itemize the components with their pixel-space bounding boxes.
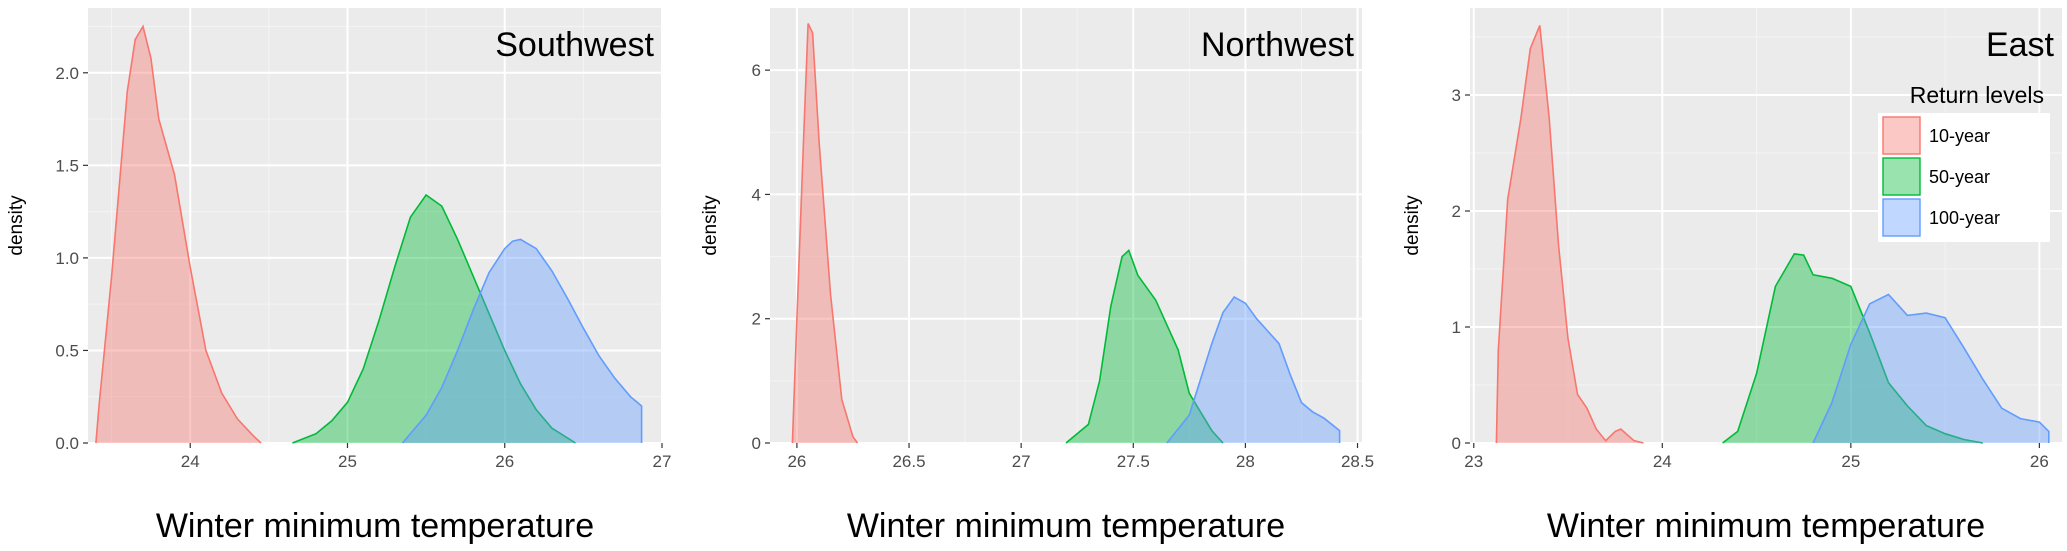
- x-tick-label: 26: [2030, 452, 2049, 471]
- y-tick-label: 0: [1452, 434, 1461, 453]
- legend-label: 100-year: [1929, 208, 2000, 228]
- density-outline-100-year: [1166, 295, 1341, 444]
- x-tick-label: 26: [787, 452, 806, 471]
- legend-label: 50-year: [1929, 167, 1990, 187]
- y-tick-label: 2.0: [55, 64, 79, 83]
- panel-northwest: 26 26.5 27 27.5 28 28.5 0 2 4 6 density Winter mini…: [700, 8, 1374, 545]
- axis-ticks: 26 26.5 27 27.5 28 28.5 0 2 4 6: [752, 61, 1375, 471]
- y-tick-label: 2: [1452, 202, 1461, 221]
- density-outline-100-year: [1812, 293, 2050, 444]
- gridlines: [88, 8, 663, 444]
- y-tick-label: 4: [752, 185, 761, 204]
- density-areas: [791, 23, 1341, 444]
- density-outline-10-year: [95, 24, 262, 444]
- y-tick-label: 0.5: [55, 341, 79, 360]
- density-area-10-year: [792, 23, 858, 443]
- x-axis-label: Winter minimum temperature: [847, 507, 1285, 545]
- density-areas: [1495, 25, 2050, 444]
- density-outline-10-year: [1495, 25, 1644, 444]
- density-area-100-year: [402, 239, 642, 443]
- x-tick-label: 26.5: [892, 452, 925, 471]
- y-tick-label: 0.0: [55, 434, 79, 453]
- panel-title: Southwest: [495, 26, 654, 64]
- panel-title: East: [1986, 26, 2055, 64]
- x-tick-label: 25: [338, 452, 357, 471]
- legend-key-50-year: [1882, 157, 1921, 196]
- legend-key-10-year: [1882, 116, 1921, 155]
- y-tick-label: 2: [752, 310, 761, 329]
- density-area-50-year: [1066, 250, 1223, 443]
- density-area-50-year: [292, 195, 576, 443]
- y-axis-label: density: [6, 195, 27, 256]
- density-outline-50-year: [1722, 253, 1983, 444]
- legend-label: 10-year: [1929, 126, 1990, 146]
- y-tick-label: 3: [1452, 86, 1461, 105]
- legend-title: Return levels: [1910, 82, 2044, 108]
- x-tick-label: 25: [1841, 452, 1860, 471]
- x-tick-label: 27.5: [1117, 452, 1150, 471]
- y-tick-label: 1.5: [55, 156, 79, 175]
- density-outline-10-year: [791, 23, 859, 444]
- density-area-100-year: [1813, 294, 2049, 443]
- density-area-10-year: [95, 26, 262, 443]
- panel-title: Northwest: [1201, 26, 1355, 64]
- y-tick-label: 0: [752, 434, 761, 453]
- legend-key-100-year: [1882, 198, 1921, 237]
- x-tick-label: 23: [1464, 452, 1483, 471]
- density-area-10-year: [1496, 25, 1644, 444]
- y-tick-label: 6: [752, 61, 761, 80]
- x-tick-label: 24: [181, 452, 200, 471]
- x-tick-label: 27: [1012, 452, 1031, 471]
- x-tick-label: 28.5: [1341, 452, 1374, 471]
- legend-box: [1878, 113, 2050, 242]
- panel-southwest: 24 25 26 27 0.0 0.5 1.0 1.5 2.0 density Winter min…: [6, 8, 671, 545]
- y-tick-label: 1.0: [55, 249, 79, 268]
- density-outline-50-year: [1065, 248, 1224, 444]
- legend: Return levels 10-year 50-year 100-year: [1878, 82, 2050, 242]
- density-area-100-year: [1166, 297, 1340, 443]
- x-axis-label: Winter minimum temperature: [1547, 507, 1985, 545]
- x-axis-label: Winter minimum temperature: [156, 507, 594, 545]
- x-tick-label: 24: [1653, 452, 1672, 471]
- x-tick-label: 26: [495, 452, 514, 471]
- density-outline-50-year: [292, 193, 576, 444]
- gridlines: [1470, 8, 2062, 444]
- density-area-50-year: [1722, 253, 1983, 443]
- y-axis-label: density: [700, 195, 721, 256]
- plot-background: [770, 8, 1362, 443]
- density-outline-100-year: [401, 238, 643, 444]
- density-areas: [95, 24, 643, 444]
- y-tick-label: 1: [1452, 318, 1461, 337]
- x-tick-label: 27: [653, 452, 672, 471]
- gridlines: [770, 8, 1362, 444]
- axis-ticks: 24 25 26 27 0.0 0.5 1.0 1.5 2.0: [55, 64, 671, 471]
- x-tick-label: 28: [1236, 452, 1255, 471]
- y-axis-label: density: [1402, 195, 1423, 256]
